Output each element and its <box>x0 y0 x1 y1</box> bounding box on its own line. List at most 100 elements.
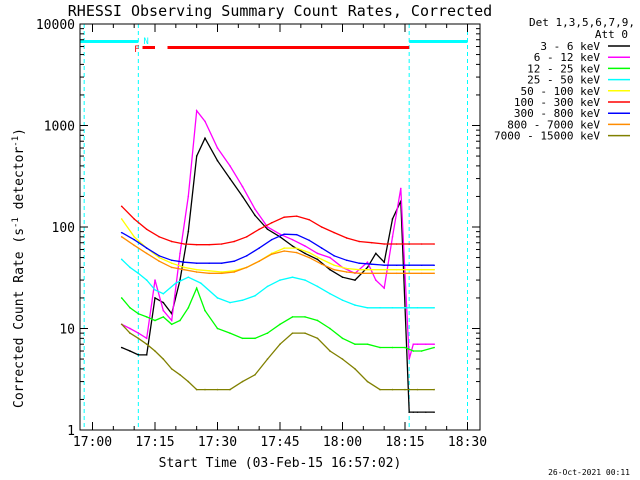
series-6-point-3 <box>158 255 160 257</box>
series-2-point-28 <box>420 350 423 352</box>
series-7-point-24 <box>420 272 423 275</box>
series-1-point-18 <box>304 245 306 247</box>
y-tick-label-4: 10000 <box>36 18 75 33</box>
series-3-point-24 <box>404 306 406 309</box>
series-6-point-8 <box>220 262 223 264</box>
series-6-point-15 <box>308 239 310 242</box>
series-3-point-12 <box>254 294 256 297</box>
series-8-point-24 <box>379 388 381 391</box>
series-0-point-32 <box>433 411 435 413</box>
series-5-point-21 <box>383 243 385 245</box>
series-1-point-4 <box>154 279 156 281</box>
series-3-point-2 <box>137 272 140 275</box>
series-8-point-15 <box>266 358 269 360</box>
series-3-point-26 <box>433 306 435 309</box>
series-2-point-11 <box>216 327 219 330</box>
series-5-point-0 <box>120 205 123 208</box>
series-3-point-20 <box>354 304 356 306</box>
series-0-point-5 <box>162 301 165 304</box>
legend-label-3: 25 - 50 keV <box>527 74 600 87</box>
series-line-7 <box>121 236 435 274</box>
series-3-point-10 <box>229 301 231 304</box>
series-1-point-31 <box>425 343 427 346</box>
series-7-point-17 <box>333 268 335 271</box>
series-6-point-17 <box>333 255 335 257</box>
series-6-point-0 <box>120 231 123 234</box>
series-8-point-6 <box>170 368 173 370</box>
series-7-point-14 <box>295 251 298 254</box>
y-axis-label-mid: detector <box>12 147 27 218</box>
series-6-point-14 <box>295 233 298 236</box>
series-8-point-25 <box>391 388 394 391</box>
y-tick-label-2: 100 <box>52 221 75 236</box>
series-0-point-26 <box>391 218 394 220</box>
series-5-point-2 <box>145 228 148 231</box>
series-4-point-8 <box>220 271 223 273</box>
y-tick-label-3: 1000 <box>44 120 75 135</box>
series-6-point-19 <box>358 262 360 264</box>
series-3-point-5 <box>162 292 165 295</box>
series-0-point-12 <box>229 177 231 180</box>
series-6-point-20 <box>370 263 373 266</box>
series-0-point-19 <box>316 258 319 261</box>
series-2-point-18 <box>304 316 306 318</box>
series-2-point-20 <box>329 327 331 330</box>
series-8-point-13 <box>241 380 244 383</box>
series-4-point-24 <box>420 268 423 271</box>
series-3-point-15 <box>291 276 294 279</box>
series-6-point-12 <box>270 238 273 241</box>
series-1-point-23 <box>366 261 369 263</box>
flare-marker-label: F <box>134 45 139 55</box>
series-5-point-7 <box>208 243 210 246</box>
series-0-point-22 <box>354 279 356 281</box>
series-8-point-12 <box>229 388 231 391</box>
series-1-point-3 <box>145 337 148 340</box>
series-0-point-4 <box>154 297 156 299</box>
series-1-point-15 <box>266 226 269 228</box>
series-1-point-9 <box>195 109 198 112</box>
series-1-point-25 <box>383 287 385 289</box>
series-4-point-14 <box>295 247 298 249</box>
series-2-point-8 <box>187 306 190 309</box>
legend-title-line-2: Att 0 <box>595 28 628 41</box>
series-8-point-27 <box>416 388 419 391</box>
series-2-point-6 <box>170 323 173 326</box>
x-axis-label: Start Time (03-Feb-15 16:57:02) <box>159 456 402 471</box>
series-6-point-9 <box>233 260 235 263</box>
series-1-point-17 <box>291 238 294 241</box>
series-4-point-25 <box>433 268 435 271</box>
series-4-point-20 <box>370 268 373 271</box>
series-8-point-22 <box>354 368 356 370</box>
y-axis-label-end: ) <box>12 128 27 136</box>
series-1-point-1 <box>129 327 131 330</box>
series-0-point-9 <box>195 155 198 157</box>
series-8-point-26 <box>404 388 406 391</box>
series-8-point-9 <box>195 388 198 391</box>
series-2-point-25 <box>391 346 394 349</box>
series-5-point-22 <box>395 243 398 245</box>
series-5-point-10 <box>245 236 248 238</box>
series-7-point-19 <box>358 272 360 275</box>
orbit-bar-segment-0 <box>80 40 139 43</box>
series-7-point-20 <box>370 272 373 275</box>
series-1-point-2 <box>137 332 140 334</box>
series-4-point-15 <box>308 251 310 254</box>
series-4-point-1 <box>133 236 135 238</box>
series-2-point-5 <box>162 316 165 318</box>
series-1-point-16 <box>279 233 281 235</box>
series-2-point-22 <box>354 343 356 346</box>
series-3-point-16 <box>304 279 306 281</box>
series-3-point-7 <box>187 276 190 279</box>
y-axis-label-sup2: -1 <box>11 136 21 147</box>
series-3-point-14 <box>279 279 281 281</box>
series-2-point-14 <box>254 337 256 340</box>
series-line-4 <box>121 218 435 273</box>
series-2-point-24 <box>379 346 381 349</box>
series-5-point-5 <box>183 243 185 245</box>
series-0-point-29 <box>412 411 415 413</box>
series-8-point-16 <box>279 343 281 346</box>
series-2-point-23 <box>366 343 369 346</box>
y-tick-label-1: 10 <box>59 323 75 338</box>
chart-title: RHESSI Observing Summary Count Rates, Co… <box>68 2 492 20</box>
y-axis-label: Corrected Count Rate (s-1 detector-1) <box>11 128 27 408</box>
